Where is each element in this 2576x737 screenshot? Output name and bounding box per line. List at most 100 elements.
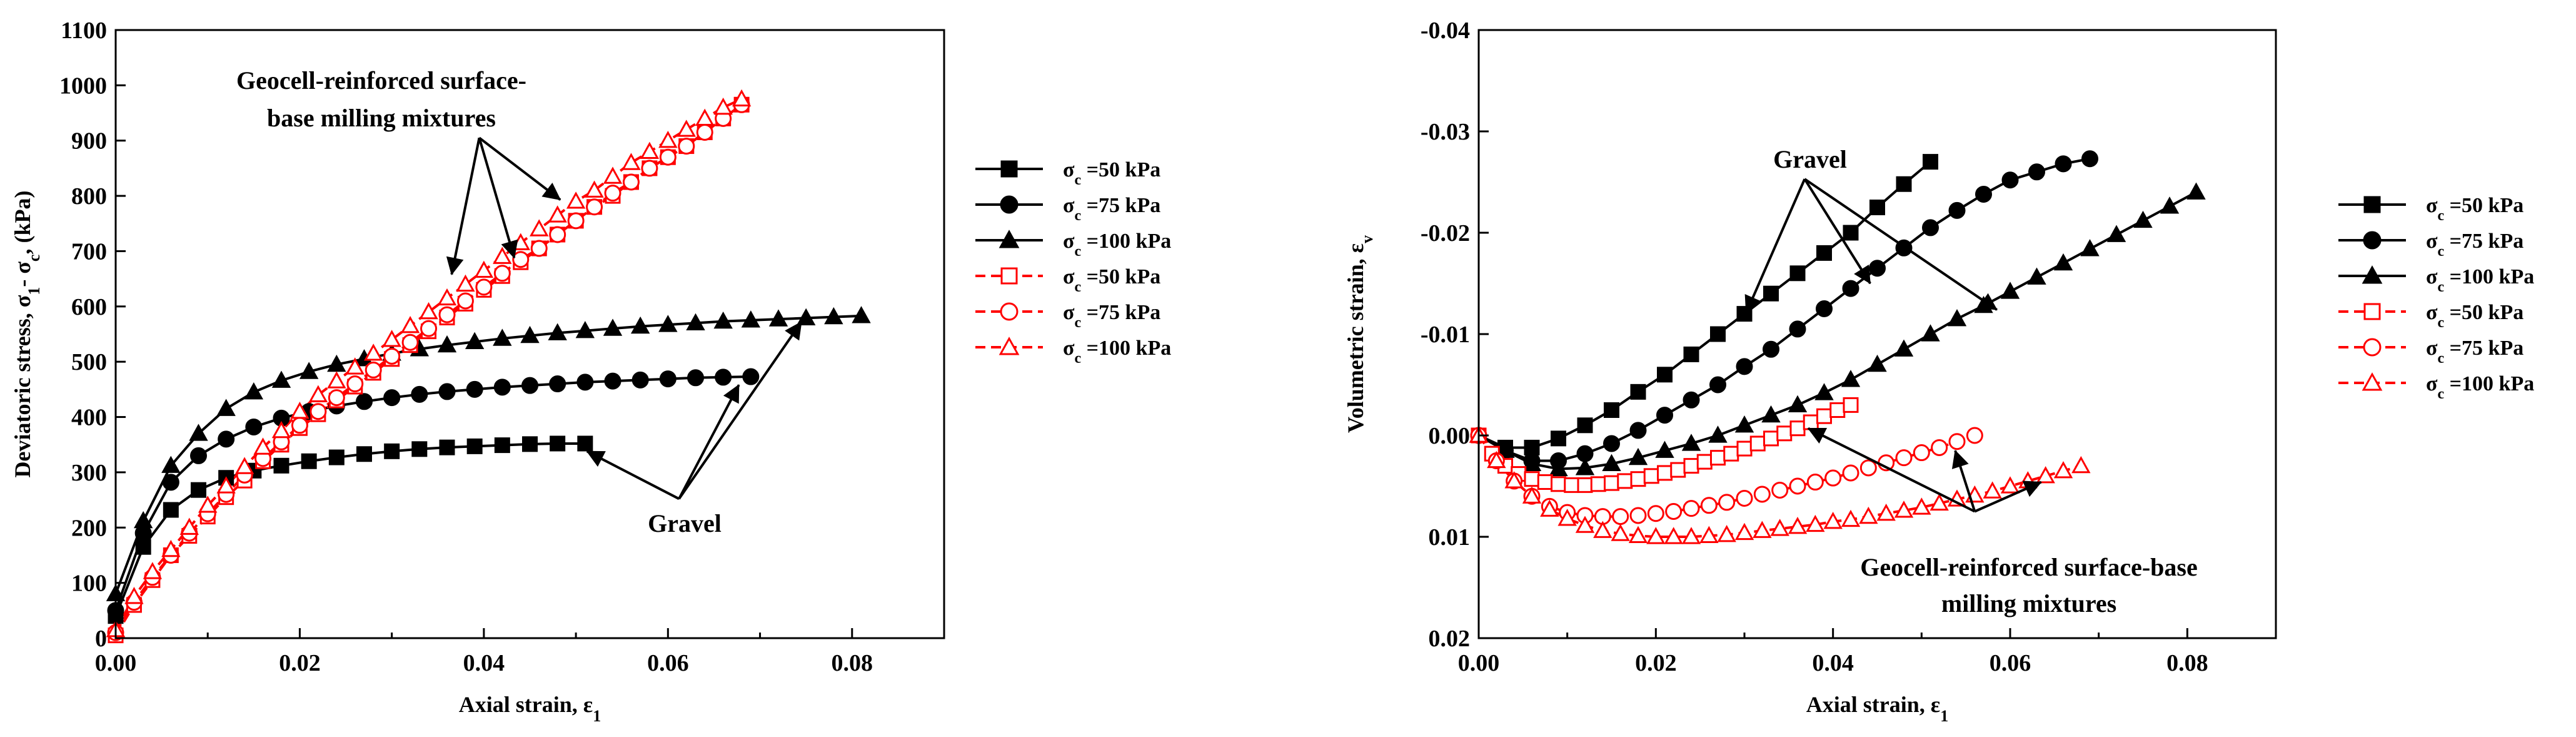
data-point (1604, 402, 1619, 418)
annotation-arrow (1804, 178, 1998, 311)
x-tick-label: 0.06 (647, 650, 689, 676)
data-point (1683, 500, 1700, 517)
data-point (548, 323, 567, 340)
data-point (1602, 454, 1621, 471)
y-tick-label: -0.04 (1421, 18, 1470, 44)
x-tick-label: 0.04 (1812, 650, 1854, 676)
data-point (1948, 433, 1966, 450)
data-point (1612, 508, 1629, 526)
data-point (291, 417, 308, 434)
data-point (382, 330, 401, 347)
data-point (1524, 471, 1540, 487)
legend-marker (2362, 372, 2383, 391)
legend-marker (2363, 338, 2382, 357)
plot-frame (1477, 29, 2277, 639)
series-markers (106, 89, 871, 644)
data-point (577, 435, 593, 452)
data-point (622, 173, 640, 191)
y-tick-label: 100 (71, 571, 107, 597)
y-axis-label: Deviatoric stress, σ1- σc, (kPa) (10, 191, 43, 478)
data-point (1736, 440, 1753, 457)
data-point (1869, 260, 1886, 277)
data-point (2053, 253, 2073, 271)
series-line-4 (114, 103, 743, 634)
data-point (2001, 171, 2019, 189)
legend-label: σc =75 kPa (1063, 301, 1160, 331)
data-point (253, 437, 273, 455)
axis-ticks: 0.00 0.02 0.04 0.06 0.08-0.04-0.03-0.02-0.01… (1421, 18, 2208, 676)
x-tick-label: 0.02 (279, 650, 321, 676)
data-point (659, 148, 677, 166)
data-point (1522, 454, 1542, 471)
data-point (1763, 430, 1779, 447)
data-point (1487, 450, 1506, 469)
data-point (1670, 462, 1686, 478)
data-point (1655, 440, 1674, 458)
y-tick-label: 1000 (59, 73, 107, 99)
data-point (1629, 507, 1647, 524)
data-point (768, 309, 788, 327)
data-point (494, 437, 510, 454)
legend-label: σc =75 kPa (1063, 194, 1160, 224)
annotation-arrow (478, 137, 518, 259)
data-point (1843, 397, 1859, 413)
legend-label: σc =100 kPa (2426, 372, 2534, 402)
data-point (1770, 519, 1789, 536)
y-tick-label: 600 (71, 294, 107, 320)
x-tick-label: 0.04 (463, 650, 505, 676)
data-point (1753, 485, 1771, 503)
data-point (1643, 468, 1659, 484)
legend-marker (999, 230, 1020, 248)
data-point (493, 328, 512, 346)
data-point (1789, 420, 1806, 437)
annotation-geocell-line2: base milling mixtures (267, 104, 496, 132)
data-point (383, 347, 401, 365)
data-point (1806, 514, 1825, 532)
data-point (1734, 415, 1754, 433)
data-point (2081, 150, 2098, 168)
data-point (1929, 493, 1949, 511)
data-point (1628, 526, 1648, 543)
data-point (456, 292, 474, 310)
data-point (630, 316, 650, 334)
data-point (1806, 474, 1824, 491)
data-point (1895, 449, 1913, 467)
data-point (1736, 306, 1753, 322)
data-point (400, 316, 420, 333)
annotation-arrow (586, 450, 680, 501)
data-point (1617, 473, 1633, 489)
data-point (640, 141, 660, 160)
data-point (567, 212, 585, 230)
data-point (143, 562, 163, 579)
data-point (1681, 434, 1701, 451)
data-point (493, 379, 511, 396)
data-point (474, 260, 494, 278)
data-point (437, 335, 457, 353)
data-point (1922, 219, 1939, 236)
data-point (198, 496, 218, 513)
data-point (530, 219, 549, 236)
data-point (658, 130, 678, 148)
data-point (493, 247, 512, 264)
annotation-arrows (446, 136, 803, 501)
annotation-arrows (1744, 178, 2042, 513)
data-point (1829, 402, 1846, 418)
legend-label: σc =100 kPa (2426, 265, 2534, 295)
data-point (1700, 497, 1718, 514)
data-point (1628, 447, 1648, 465)
series-line-5 (114, 98, 742, 631)
data-point (465, 332, 485, 349)
data-point (678, 138, 695, 155)
data-point (1842, 280, 1859, 297)
data-point (511, 233, 530, 250)
data-point (1814, 383, 1834, 400)
data-point (475, 278, 493, 296)
y-tick-label: -0.03 (1421, 119, 1470, 145)
annotation-geocell-line1: Geocell-reinforced surface- (236, 66, 526, 94)
data-point (216, 399, 236, 416)
data-point (437, 288, 457, 306)
data-point (218, 430, 235, 448)
data-point (713, 97, 733, 115)
data-point (179, 517, 199, 535)
